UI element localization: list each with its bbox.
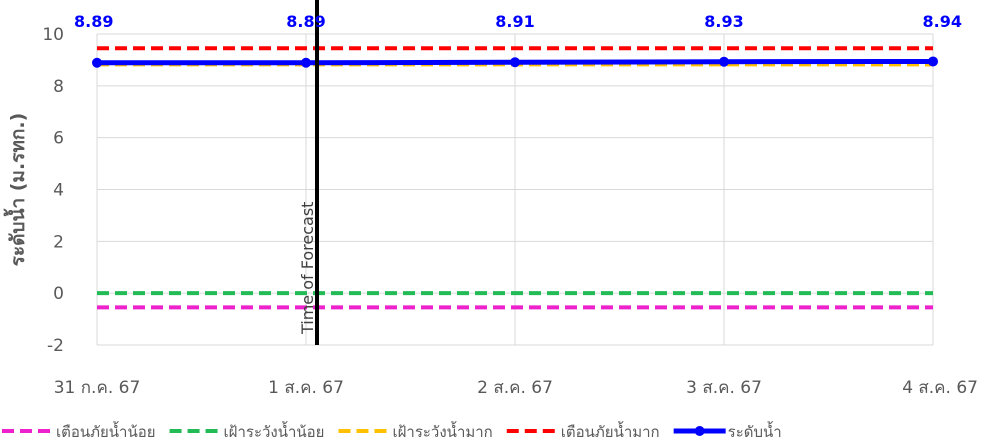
x-tick-label: 1 ส.ค. 67 (268, 378, 344, 398)
x-axis-ticks: 31 ก.ค. 67 1 ส.ค. 67 2 ส.ค. 67 3 ส.ค. 67 4 ส… (54, 378, 978, 398)
legend-label: เตือนภัยน้ำน้อย (56, 421, 156, 441)
data-point (92, 57, 102, 68)
x-tick-label: 4 ส.ค. 67 (902, 378, 978, 398)
legend-label: เฝ้าระวังน้ำน้อย (224, 421, 325, 441)
legend-label: ระดับน้ำ (728, 421, 782, 441)
x-tick-label: 31 ก.ค. 67 (54, 378, 141, 398)
series-lines (92, 46, 938, 310)
data-point (719, 56, 729, 67)
data-point (510, 57, 520, 68)
y-tick-label: 6 (53, 129, 64, 149)
y-tick-label: 10 (42, 25, 64, 45)
y-tick-label: 8 (53, 77, 64, 97)
legend-label: เฝ้าระวังน้ำมาก (392, 421, 492, 441)
data-label: 8.91 (495, 12, 534, 31)
y-tick-label: 2 (53, 232, 64, 252)
legend-item-4: ระดับน้ำ (673, 421, 782, 441)
y-tick-label: 4 (53, 181, 64, 201)
data-point (301, 57, 311, 68)
legend-label: เตือนภัยน้ำมาก (561, 421, 660, 441)
legend-item-0: เตือนภัยน้ำน้อย (2, 421, 156, 441)
legend: เตือนภัยน้ำน้อย เฝ้าระวังน้ำน้อย เฝ้าระวัง… (2, 421, 782, 441)
legend-item-1: เฝ้าระวังน้ำน้อย (169, 421, 325, 441)
data-point (928, 56, 938, 67)
legend-item-2: เฝ้าระวังน้ำมาก (338, 421, 493, 441)
y-tick-label: -2 (47, 336, 64, 356)
data-label: 8.89 (74, 12, 113, 31)
data-label: 8.93 (704, 12, 743, 31)
data-label: 8.94 (923, 12, 962, 31)
data-labels: 8.89 8.89 8.91 8.93 8.94 (74, 12, 962, 31)
y-tick-label: 0 (53, 284, 64, 304)
x-tick-label: 3 ส.ค. 67 (686, 378, 762, 398)
time-of-forecast-marker: Time of Forecast (298, 0, 319, 345)
gridlines (96, 33, 934, 346)
y-axis-ticks: 10 8 6 4 2 0 -2 (42, 25, 64, 356)
data-label: 8.89 (286, 12, 325, 31)
x-tick-label: 2 ส.ค. 67 (477, 378, 553, 398)
legend-item-3: เตือนภัยน้ำมาก (506, 421, 660, 441)
legend-marker (694, 426, 705, 436)
forecast-label: Time of Forecast (298, 202, 317, 335)
y-axis-label: ระดับน้ำ (ม.รทก.) (3, 113, 29, 267)
